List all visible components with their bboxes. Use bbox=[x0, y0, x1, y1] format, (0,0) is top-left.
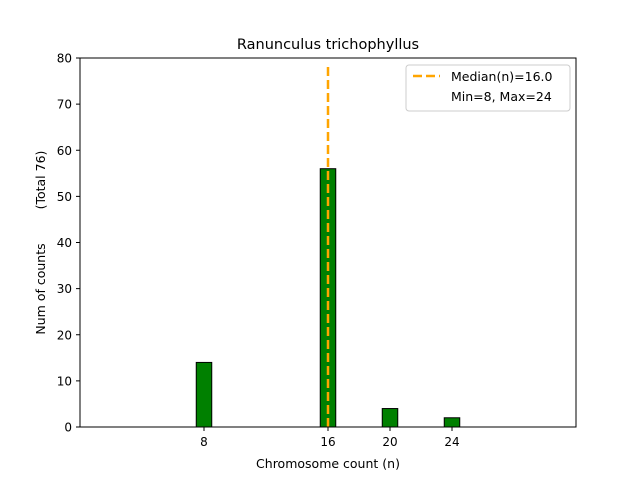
legend: Median(n)=16.0 Min=8, Max=24 bbox=[405, 64, 571, 112]
plot-area: 0 10 20 30 40 50 60 70 80 8 16 20 24 bbox=[57, 52, 577, 449]
bar-20 bbox=[381, 408, 399, 428]
legend-entry-minmax: Min=8, Max=24 bbox=[451, 89, 552, 104]
x-tick-label-20: 20 bbox=[382, 435, 397, 449]
x-tick-label-16: 16 bbox=[320, 435, 335, 449]
bar-8 bbox=[195, 361, 213, 428]
y-tick-label-70: 70 bbox=[57, 98, 72, 112]
bar-16 bbox=[319, 168, 337, 428]
y-tick-label-20: 20 bbox=[57, 328, 72, 342]
legend-box bbox=[405, 64, 571, 112]
x-tick-label-24: 24 bbox=[444, 435, 459, 449]
legend-entry-median: Median(n)=16.0 bbox=[451, 69, 552, 84]
x-tick-label-8: 8 bbox=[200, 435, 208, 449]
y-tick-label-40: 40 bbox=[57, 236, 72, 250]
y-axis-label: Num of counts bbox=[33, 243, 48, 334]
y-tick-label-60: 60 bbox=[57, 144, 72, 158]
y-tick-label-10: 10 bbox=[57, 374, 72, 388]
chart-title: Ranunculus trichophyllus bbox=[237, 37, 419, 53]
x-axis-label: Chromosome count (n) bbox=[256, 456, 400, 471]
y-axis-total-label: (Total 76) bbox=[33, 151, 48, 210]
y-tick-label-30: 30 bbox=[57, 282, 72, 296]
y-tick-label-80: 80 bbox=[57, 52, 72, 66]
y-tick-label-50: 50 bbox=[57, 190, 72, 204]
bar-24 bbox=[443, 417, 461, 428]
y-tick-label-0: 0 bbox=[64, 421, 72, 435]
